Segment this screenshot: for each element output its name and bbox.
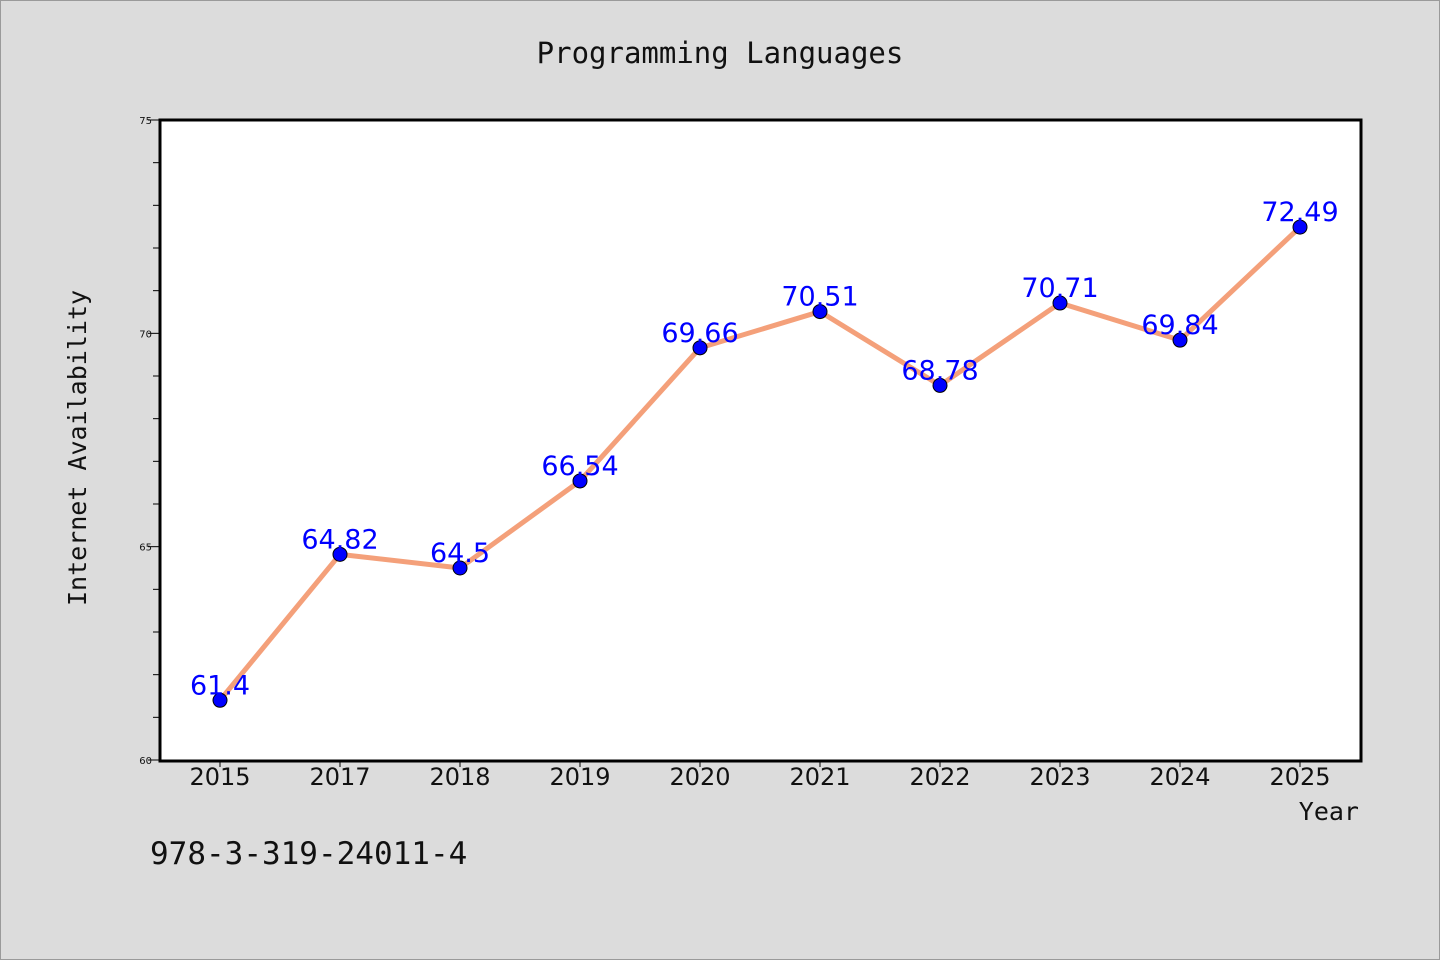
y-tick-label: 70 — [139, 329, 152, 340]
data-label: 68.78 — [901, 355, 978, 386]
x-tick-label: 2019 — [549, 763, 610, 791]
y-axis-label: Internet Availability — [63, 290, 92, 606]
x-tick-label: 2015 — [189, 763, 250, 791]
data-point — [1292, 219, 1308, 235]
data-label: 66.54 — [541, 451, 618, 482]
data-label: 69.66 — [661, 318, 738, 349]
x-axis: 2015 2017 2018 2019 2020 2021 2022 2023 2024 2025 — [189, 760, 1331, 791]
data-point — [572, 473, 588, 489]
x-tick-label: 2025 — [1269, 763, 1330, 791]
data-label: 72.49 — [1261, 197, 1338, 228]
data-point — [452, 560, 468, 576]
data-label: 64.82 — [301, 524, 378, 555]
data-point — [1052, 295, 1068, 311]
x-tick-label: 2017 — [309, 763, 370, 791]
y-tick-label: 65 — [139, 543, 152, 554]
data-label: 70.71 — [1021, 273, 1098, 304]
x-tick-label: 2021 — [789, 763, 850, 791]
x-axis-label: Year — [1299, 797, 1359, 826]
series-line — [217, 224, 1303, 703]
series — [212, 219, 1308, 708]
data-point — [932, 377, 948, 393]
x-tick-label: 2024 — [1149, 763, 1210, 791]
data-point — [692, 340, 708, 356]
data-label: 61.4 — [190, 670, 250, 701]
x-tick-label: 2023 — [1029, 763, 1090, 791]
data-point — [332, 546, 348, 562]
data-label: 69.84 — [1141, 310, 1218, 341]
x-tick-label: 2022 — [909, 763, 970, 791]
footnote: 978-3-319-24011-4 — [150, 836, 467, 872]
plot-area — [158, 118, 1363, 763]
data-label: 70.51 — [781, 282, 858, 313]
data-point — [1172, 332, 1188, 348]
data-point — [812, 304, 828, 320]
data-labels: 61.4 64.82 64.5 66.54 69.66 70.51 68.78 70.71 69… — [190, 197, 1339, 701]
data-point — [212, 692, 228, 708]
chart-title: Programming Languages — [537, 36, 904, 70]
y-tick-label: 60 — [139, 756, 152, 767]
y-axis: 60 65 70 75 — [139, 116, 160, 767]
x-tick-label: 2020 — [669, 763, 730, 791]
x-tick-label: 2018 — [429, 763, 490, 791]
data-label: 64.5 — [430, 538, 490, 569]
y-tick-label: 75 — [139, 116, 152, 127]
